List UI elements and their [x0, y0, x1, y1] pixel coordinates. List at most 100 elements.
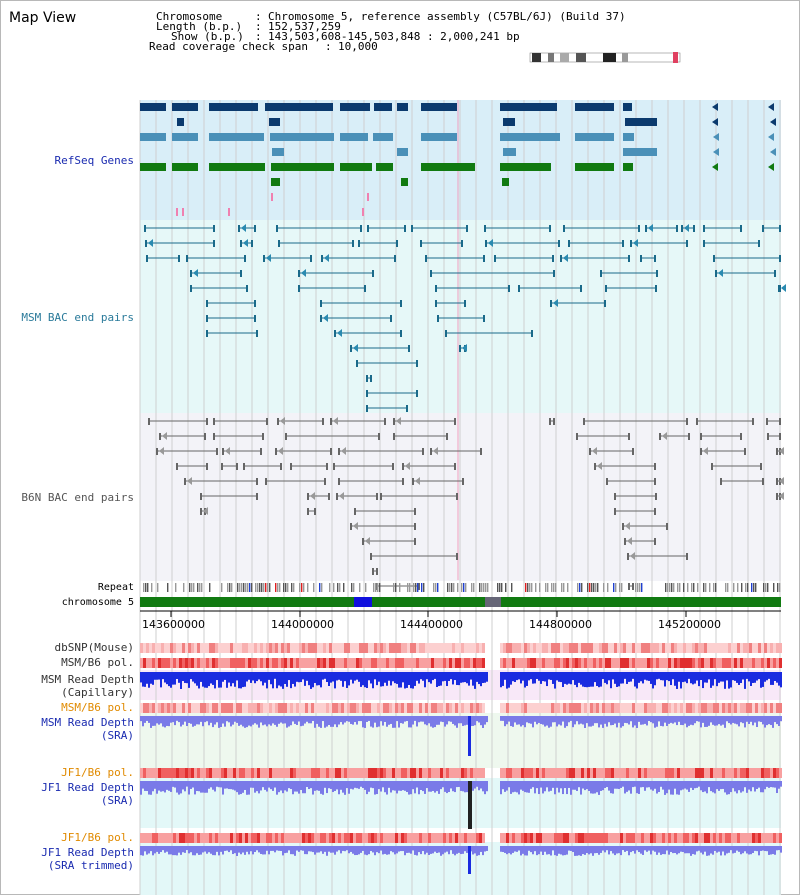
jf1-depth-trim-label[interactable]: JF1 Read Depth (SRA trimmed) [41, 846, 134, 872]
repeat-element [691, 583, 693, 592]
depth-bar [240, 846, 242, 855]
polymorphism-cell [524, 833, 527, 843]
depth-bar [536, 846, 538, 856]
polymorphism-cell [224, 703, 227, 713]
depth-bar [376, 716, 378, 728]
depth-bar [700, 846, 702, 853]
depth-bar [472, 672, 474, 686]
bac-end [779, 433, 781, 440]
depth-bar [742, 672, 744, 680]
bac-end [159, 433, 161, 440]
depth-bar [140, 672, 142, 683]
repeat-element [483, 583, 485, 592]
depth-bar [570, 716, 572, 721]
polymorphism-cell [434, 768, 437, 778]
bac-arrow [563, 254, 568, 262]
polymorphism-cell [158, 703, 161, 713]
msm-bac-pairs [144, 224, 786, 412]
polymorphism-cell [650, 703, 653, 713]
polymorphism-cell [221, 768, 224, 778]
depth-bar [714, 672, 716, 680]
depth-bar [520, 781, 522, 790]
bac-end [776, 493, 778, 500]
depth-bar [640, 846, 642, 854]
msm-pol2-label[interactable]: MSM/B6 pol. [61, 701, 134, 714]
depth-bar [694, 846, 696, 855]
polymorphism-cell [692, 703, 695, 713]
dbsnp-label[interactable]: dbSNP(Mouse) [54, 641, 134, 654]
msm-depth-cap-label[interactable]: MSM Read Depth (Capillary) [41, 673, 134, 699]
depth-bar [290, 846, 292, 855]
polymorphism-cell [722, 833, 725, 843]
msm-pol-label[interactable]: MSM/B6 pol. [61, 656, 134, 669]
b6n-bac-label[interactable]: B6N BAC end pairs [21, 491, 134, 504]
bac-end [254, 225, 256, 232]
bac-end [260, 448, 262, 455]
depth-bar [410, 846, 412, 854]
repeat-element [245, 583, 247, 592]
polymorphism-cell [392, 703, 395, 713]
depth-bar [694, 781, 696, 789]
depth-bar [234, 716, 236, 722]
polymorphism-cell [371, 768, 374, 778]
depth-bar [322, 672, 324, 680]
gene-exon [401, 178, 408, 186]
jf1-depth-sra-label[interactable]: JF1 Read Depth (SRA) [41, 781, 134, 807]
polymorphism-cell [425, 833, 428, 843]
depth-bar [198, 716, 200, 725]
msm-depth-sra-label[interactable]: MSM Read Depth (SRA) [41, 716, 134, 742]
depth-bar [584, 716, 586, 728]
depth-bar [574, 781, 576, 790]
bac-end [779, 418, 781, 425]
bac-end [240, 240, 242, 247]
refseq-genes-label[interactable]: RefSeq Genes [54, 154, 134, 167]
depth-bar [392, 672, 394, 682]
bac-end [376, 568, 378, 575]
repeat-element [703, 583, 705, 592]
depth-bar [246, 781, 248, 795]
msm-bac-label[interactable]: MSM BAC end pairs [21, 311, 134, 324]
depth-bar [146, 846, 148, 855]
polymorphism-cell [386, 643, 389, 653]
depth-bar [514, 846, 516, 852]
polymorphism-cell [521, 768, 524, 778]
polymorphism-cell [452, 833, 455, 843]
repeat-element [589, 583, 591, 592]
polymorphism-cell [257, 658, 260, 668]
jf1-pol2-label[interactable]: JF1/B6 pol. [61, 831, 134, 844]
depth-bar [144, 781, 146, 791]
gene-exon [575, 133, 614, 141]
polymorphism-cell [653, 833, 656, 843]
depth-bar [716, 672, 718, 687]
polymorphism-cell [311, 658, 314, 668]
polymorphism-cell [476, 643, 479, 653]
repeat-element [407, 583, 409, 592]
polymorphism-cell [257, 643, 260, 653]
depth-bar [456, 846, 458, 854]
polymorphism-cell [290, 703, 293, 713]
depth-bar [260, 716, 262, 723]
polymorphism-cell [740, 833, 743, 843]
polymorphism-cell [731, 703, 734, 713]
depth-bar [634, 716, 636, 726]
polymorphism-cell [704, 703, 707, 713]
depth-bar [354, 716, 356, 723]
polymorphism-cell [713, 703, 716, 713]
repeat-element [463, 583, 465, 592]
polymorphism-cell [197, 703, 200, 713]
depth-bar [384, 716, 386, 722]
depth-bar [400, 781, 402, 791]
polymorphism-cell [479, 643, 482, 653]
depth-bar [404, 846, 406, 856]
polymorphism-cell [659, 643, 662, 653]
polymorphism-cell [350, 658, 353, 668]
polymorphism-cell [590, 768, 593, 778]
depth-bar [692, 846, 694, 855]
depth-bar [540, 781, 542, 788]
repeat-element [399, 583, 401, 592]
depth-bar [328, 781, 330, 789]
polymorphism-cell [341, 833, 344, 843]
polymorphism-cell [557, 768, 560, 778]
jf1-pol-label[interactable]: JF1/B6 pol. [61, 766, 134, 779]
